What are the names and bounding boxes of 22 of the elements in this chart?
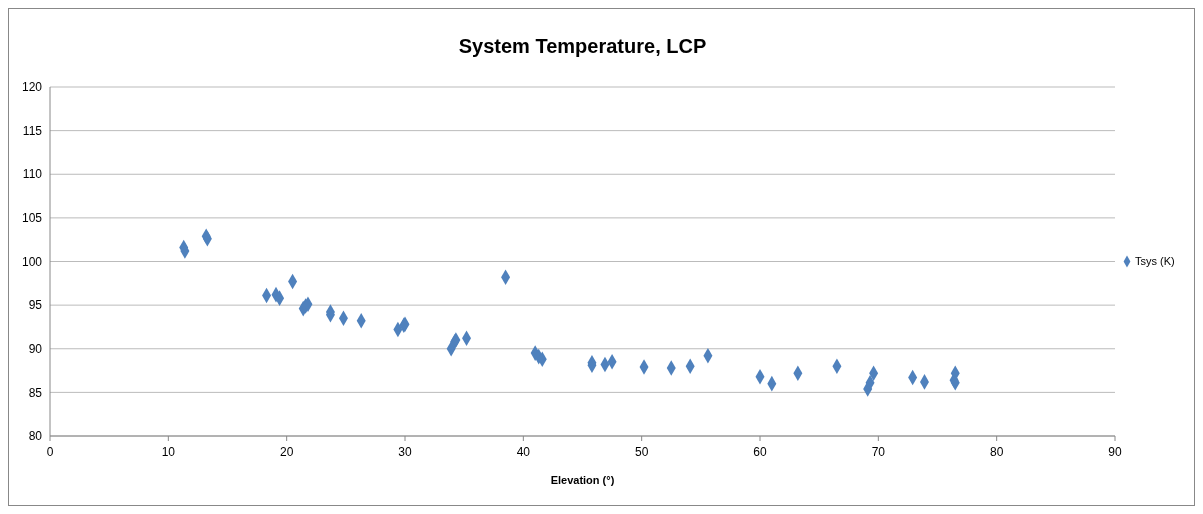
- y-tick-label: 85: [28, 385, 43, 400]
- y-tick-label: 120: [21, 80, 43, 95]
- x-tick-label: 70: [871, 445, 886, 459]
- y-tick-label: 105: [21, 211, 43, 226]
- y-tick-label: 95: [28, 298, 43, 313]
- x-tick-label: 60: [753, 445, 767, 459]
- x-tick-label: 80: [989, 445, 1004, 459]
- x-axis-title: Elevation (°): [550, 474, 615, 486]
- y-tick-label: 80: [28, 429, 43, 444]
- x-tick-label: 40: [516, 445, 531, 459]
- x-tick-label: 50: [634, 445, 649, 459]
- x-tick-label: 10: [161, 445, 176, 459]
- x-tick-label: 90: [1108, 445, 1122, 459]
- y-tick-label: 115: [22, 123, 43, 138]
- y-tick-label: 100: [21, 254, 43, 269]
- legend-label: Tsys (K): [1135, 255, 1175, 268]
- x-tick-label: 20: [279, 445, 294, 459]
- chart-title: System Temperature, LCP: [458, 35, 707, 57]
- x-tick-label: 30: [398, 445, 412, 459]
- y-tick-label: 90: [28, 341, 43, 356]
- x-tick-label: 0: [46, 445, 54, 459]
- y-tick-label: 110: [22, 167, 43, 182]
